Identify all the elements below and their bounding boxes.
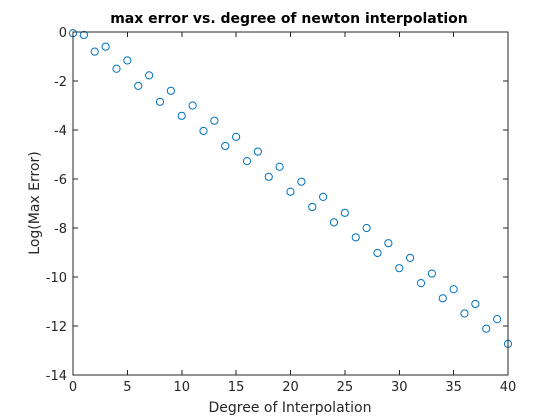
data-point xyxy=(362,223,371,233)
data-point xyxy=(329,218,339,227)
data-point xyxy=(177,111,186,120)
data-point xyxy=(471,299,480,309)
data-point xyxy=(351,233,360,242)
data-point xyxy=(134,81,143,91)
x-tick-label: 20 xyxy=(282,380,299,395)
data-point xyxy=(297,177,306,186)
x-tick-label: 15 xyxy=(228,380,245,395)
plot-box xyxy=(72,31,509,376)
y-tick-label: -6 xyxy=(54,173,67,188)
data-point xyxy=(493,315,502,324)
data-point xyxy=(253,147,262,156)
data-point xyxy=(427,269,436,278)
data-point xyxy=(395,264,404,273)
data-point xyxy=(145,71,154,80)
data-point xyxy=(275,162,284,171)
data-point xyxy=(438,294,447,303)
data-point xyxy=(155,97,165,106)
data-point xyxy=(123,56,132,65)
y-tick-label: 0 xyxy=(59,26,67,41)
data-point xyxy=(79,30,88,40)
data-point xyxy=(112,64,121,73)
x-tick-label: 5 xyxy=(123,380,131,395)
data-point xyxy=(406,253,415,262)
chart-title: max error vs. degree of newton interpola… xyxy=(110,11,468,27)
y-tick-label: -4 xyxy=(54,124,67,139)
x-tick-label: 30 xyxy=(391,380,408,395)
data-point xyxy=(188,101,197,110)
x-axis-label: Degree of Interpolation xyxy=(209,400,372,416)
data-point xyxy=(199,126,208,136)
y-tick-label: -2 xyxy=(54,75,67,90)
data-point xyxy=(319,192,328,201)
data-point xyxy=(210,116,219,125)
data-point xyxy=(416,279,426,288)
y-tick-label: -10 xyxy=(46,271,67,286)
data-point xyxy=(482,324,491,333)
data-point xyxy=(166,86,175,95)
x-tick-label: 40 xyxy=(500,380,517,395)
data-point xyxy=(264,172,273,181)
axis-ticks: 0 5 10 15 20 25 30 35 40 0 -2 -4 -6 -8 -10 -12 -14 xyxy=(46,26,517,395)
data-point xyxy=(373,248,382,258)
data-point xyxy=(286,187,295,196)
y-tick-label: -8 xyxy=(54,222,67,237)
data-point xyxy=(221,141,230,151)
data-point xyxy=(449,285,458,294)
data-point xyxy=(384,239,393,248)
y-tick-label: -12 xyxy=(46,320,67,335)
y-axis-label: Log(Max Error) xyxy=(27,151,43,254)
data-point xyxy=(101,42,110,51)
y-tick-label: -14 xyxy=(46,369,67,384)
x-tick-label: 0 xyxy=(69,380,77,395)
scatter-points xyxy=(68,29,513,348)
data-point xyxy=(232,132,241,141)
x-tick-label: 25 xyxy=(337,380,354,395)
x-tick-label: 10 xyxy=(173,380,190,395)
data-point xyxy=(242,157,252,166)
data-point xyxy=(340,208,349,217)
data-point xyxy=(308,202,317,212)
x-tick-label: 35 xyxy=(445,380,462,395)
data-point xyxy=(90,47,99,56)
data-point xyxy=(460,309,469,318)
